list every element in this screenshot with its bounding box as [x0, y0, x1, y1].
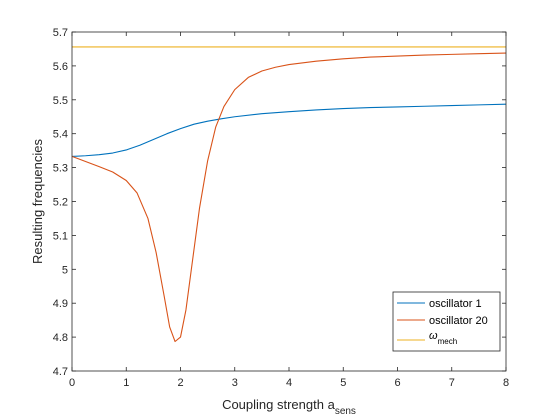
- legend-label-text: ω: [429, 330, 438, 342]
- y-tick-label: 5.3: [53, 163, 68, 175]
- y-tick-label: 5.5: [53, 95, 68, 107]
- x-tick-label: 1: [123, 377, 129, 389]
- legend: oscillator 1 oscillator 20 ωmech: [392, 291, 501, 352]
- x-tick-label: 2: [177, 377, 183, 389]
- series-layer: [71, 46, 507, 343]
- legend-box: [392, 291, 501, 352]
- y-tick-label: 4.9: [53, 298, 68, 310]
- x-tick-label: 8: [503, 377, 509, 389]
- series-line-2: [71, 52, 507, 343]
- legend-label-2: oscillator 20: [429, 315, 488, 327]
- tick-layer: 0 1 2 3 4 5 6 7 8 4.7 4.8 4.9 5 5.1 5.2 5.3 5.4 5.5 5.6 5.7: [53, 27, 509, 389]
- x-tick-label: 6: [394, 377, 400, 389]
- legend-label-text: oscillator 20: [429, 315, 488, 327]
- series-line-1: [71, 103, 507, 157]
- y-tick-label: 5.7: [53, 27, 68, 39]
- y-tick-label: 5: [62, 264, 68, 276]
- y-tick-label: 5.6: [53, 61, 68, 73]
- legend-label-1: oscillator 1: [429, 298, 482, 310]
- x-axis-label-main: Coupling strength a: [222, 397, 336, 412]
- x-tick-label: 7: [449, 377, 455, 389]
- y-tick-label: 4.8: [53, 332, 68, 344]
- y-tick-label: 5.2: [53, 197, 68, 209]
- y-tick-label: 5.4: [53, 129, 68, 141]
- legend-label-subscript: mech: [438, 337, 458, 346]
- legend-label-text: oscillator 1: [429, 298, 482, 310]
- x-tick-label: 4: [286, 377, 292, 389]
- x-tick-label: 0: [69, 377, 75, 389]
- plot-frame: [71, 31, 507, 372]
- y-axis-label: Resulting frequencies: [30, 138, 45, 264]
- y-tick-label: 5.1: [53, 230, 68, 242]
- y-tick-label: 4.7: [53, 366, 68, 378]
- x-tick-label: 5: [340, 377, 346, 389]
- x-axis-label: Coupling strength asens: [222, 397, 356, 417]
- legend-label-3: ωmech: [429, 330, 457, 346]
- x-tick-label: 3: [232, 377, 238, 389]
- x-axis-label-subscript: sens: [335, 406, 356, 417]
